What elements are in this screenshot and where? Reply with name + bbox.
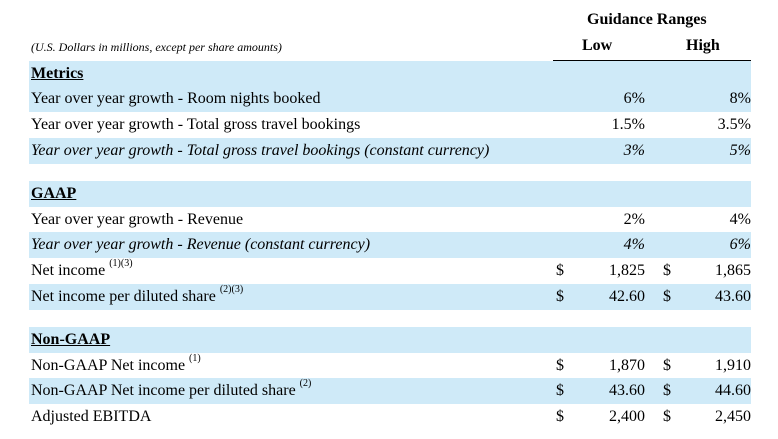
dollar-sign: $ <box>556 382 564 399</box>
high-value: 4% <box>729 211 751 228</box>
high-value: 43.60 <box>715 288 751 305</box>
row-label: Year over year growth - Total gross trav… <box>31 142 490 159</box>
low-value: 6% <box>623 90 645 107</box>
footnote-ref: (1) <box>189 352 201 364</box>
table-row: Year over year growth - Total gross trav… <box>29 112 751 138</box>
dollar-sign: $ <box>663 408 671 425</box>
table-row: Adjusted EBITDA $ 2,400 $ 2,450 <box>29 404 751 430</box>
dollar-sign: $ <box>556 288 564 305</box>
section-gaap: GAAP <box>29 181 751 207</box>
table-row: Non-GAAP Net income per diluted share (2… <box>29 378 751 404</box>
header-divider <box>553 60 751 61</box>
high-value: 44.60 <box>715 382 751 399</box>
dollar-sign: $ <box>663 288 671 305</box>
section-title: Metrics <box>31 65 84 82</box>
table-row: Non-GAAP Net income (1) $ 1,870 $ 1,910 <box>29 353 751 379</box>
row-label-text: Non-GAAP Net income <box>31 357 186 374</box>
high-value: 3.5% <box>717 116 751 133</box>
high-value: 2,450 <box>715 408 751 425</box>
footnote-ref: (1)(3) <box>109 257 133 269</box>
section-non-gaap: Non-GAAP <box>29 327 751 353</box>
section-title: GAAP <box>31 185 77 202</box>
table-row: Year over year growth - Room nights book… <box>29 86 751 112</box>
row-label-text: Net income <box>31 262 106 279</box>
row-label: Year over year growth - Revenue (constan… <box>31 236 371 253</box>
low-value: 1,825 <box>609 262 645 279</box>
row-label: Net income per diluted share (2)(3) <box>31 284 243 310</box>
row-label: Adjusted EBITDA <box>31 408 152 425</box>
guidance-ranges-title: Guidance Ranges <box>587 11 707 28</box>
table-row: Net income per diluted share (2)(3) $ 42… <box>29 284 751 310</box>
high-value: 6% <box>729 236 751 253</box>
footnote-ref: (2)(3) <box>219 283 244 295</box>
low-value: 2,400 <box>609 408 645 425</box>
row-label: Year over year growth - Revenue <box>31 211 244 228</box>
section-title: Non-GAAP <box>31 331 111 348</box>
units-note: (U.S. Dollars in millions, except per sh… <box>31 40 282 54</box>
table-row: Year over year growth - Revenue (constan… <box>29 232 751 258</box>
row-label: Year over year growth - Room nights book… <box>31 90 321 107</box>
dollar-sign: $ <box>663 382 671 399</box>
low-value: 4% <box>623 236 645 253</box>
row-label-text: Net income per diluted share <box>31 288 216 305</box>
low-value: 1,870 <box>609 357 645 374</box>
table-row: Year over year growth - Total gross trav… <box>29 138 751 164</box>
low-value: 1.5% <box>611 116 645 133</box>
low-column-header: Low <box>582 37 613 54</box>
high-value: 8% <box>729 90 751 107</box>
dollar-sign: $ <box>556 357 564 374</box>
row-label: Net income (1)(3) <box>31 258 133 284</box>
section-metrics: Metrics <box>29 61 751 87</box>
high-value: 5% <box>729 142 751 159</box>
low-value: 2% <box>623 211 645 228</box>
table-row: Net income (1)(3) $ 1,825 $ 1,865 <box>29 258 751 284</box>
dollar-sign: $ <box>556 408 564 425</box>
dollar-sign: $ <box>556 262 564 279</box>
high-value: 1,910 <box>715 357 751 374</box>
high-column-header: High <box>686 37 720 54</box>
row-label: Non-GAAP Net income (1) <box>31 353 201 379</box>
dollar-sign: $ <box>663 262 671 279</box>
footnote-ref: (2) <box>299 377 312 389</box>
low-value: 3% <box>623 142 645 159</box>
low-value: 42.60 <box>609 288 645 305</box>
table-row: Year over year growth - Revenue 2% 4% <box>29 207 751 233</box>
row-label: Year over year growth - Total gross trav… <box>31 116 361 133</box>
low-value: 43.60 <box>609 382 645 399</box>
high-value: 1,865 <box>715 262 751 279</box>
dollar-sign: $ <box>663 357 671 374</box>
row-label-text: Non-GAAP Net income per diluted share <box>31 382 296 399</box>
row-label: Non-GAAP Net income per diluted share (2… <box>31 378 311 404</box>
